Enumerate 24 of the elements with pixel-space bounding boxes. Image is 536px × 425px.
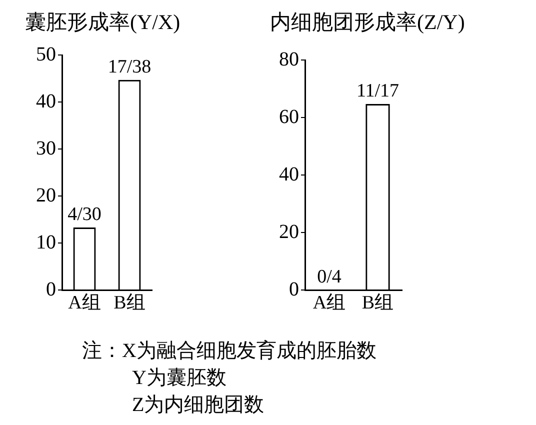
y-tick-label: 60 [279,106,299,128]
y-tick-label: 20 [36,184,56,206]
y-tick-label: 0 [46,278,56,300]
y-tick-label: 40 [36,90,56,112]
data-label: 4/30 [68,204,102,225]
chart-title: 内细胞团形成率(Z/Y) [270,9,465,36]
text: 注：X为融合细胞发育成的胚胎数 [82,339,376,364]
y-tick-label: 50 [36,43,56,66]
y-tick-label: 30 [36,137,56,160]
x-tick-label: A组 [312,292,346,314]
x-tick-label: B组 [114,292,146,314]
data-label: 17/38 [108,56,152,78]
text: Z为内细胞团数 [131,393,266,418]
data-label: 11/17 [356,80,400,102]
data-label: 0/4 [317,266,342,288]
y-tick-label: 10 [36,231,56,254]
y-tick-label: 20 [279,220,299,243]
y-tick-label: 0 [289,278,299,300]
y-tick-label: 80 [279,48,299,70]
y-tick-label: 40 [279,163,299,186]
x-tick-label: A组 [68,292,101,314]
x-tick-label: B组 [362,292,394,314]
chart-title: 囊胚形成率(Y/X) [25,9,180,36]
text: Y为囊胚数 [131,366,228,391]
